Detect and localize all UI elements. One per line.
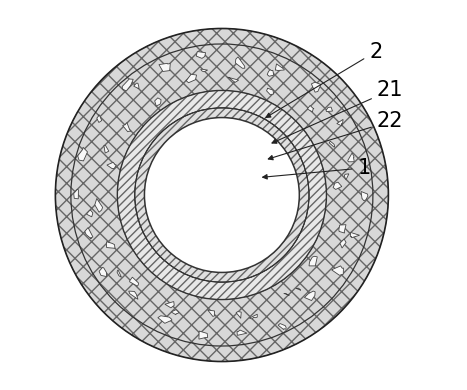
Polygon shape (311, 82, 321, 92)
Polygon shape (158, 316, 172, 323)
Polygon shape (74, 190, 78, 199)
Polygon shape (350, 232, 360, 238)
Polygon shape (237, 330, 247, 335)
Polygon shape (95, 199, 103, 212)
Text: 1: 1 (262, 158, 371, 179)
Polygon shape (130, 277, 138, 286)
Polygon shape (186, 74, 197, 83)
Polygon shape (159, 63, 170, 71)
Polygon shape (339, 225, 346, 233)
Polygon shape (155, 98, 161, 106)
Polygon shape (208, 310, 214, 316)
Polygon shape (196, 51, 205, 58)
Polygon shape (117, 270, 121, 277)
Polygon shape (284, 293, 290, 296)
Polygon shape (267, 88, 274, 95)
Polygon shape (236, 312, 241, 318)
Polygon shape (309, 256, 317, 266)
Polygon shape (129, 291, 138, 300)
Polygon shape (332, 266, 343, 275)
Text: 21: 21 (272, 80, 403, 143)
Polygon shape (276, 64, 284, 71)
Polygon shape (267, 70, 274, 76)
Polygon shape (227, 77, 239, 82)
Polygon shape (361, 191, 368, 201)
Polygon shape (345, 174, 349, 180)
Text: 22: 22 (269, 112, 403, 160)
Polygon shape (337, 119, 343, 126)
Polygon shape (86, 210, 93, 217)
Polygon shape (122, 79, 133, 91)
Polygon shape (249, 314, 257, 319)
Polygon shape (304, 291, 315, 301)
Polygon shape (106, 242, 115, 248)
Text: 2: 2 (266, 42, 382, 117)
Polygon shape (97, 115, 102, 122)
Polygon shape (329, 141, 335, 147)
Polygon shape (235, 57, 245, 68)
Polygon shape (348, 153, 354, 162)
Polygon shape (107, 162, 116, 168)
Circle shape (144, 117, 299, 273)
Polygon shape (165, 301, 174, 308)
Polygon shape (171, 310, 178, 315)
Polygon shape (134, 83, 139, 89)
Polygon shape (104, 145, 109, 153)
Polygon shape (340, 239, 346, 248)
Polygon shape (278, 324, 286, 330)
Polygon shape (333, 182, 342, 190)
Polygon shape (296, 288, 301, 290)
Polygon shape (307, 105, 314, 112)
Polygon shape (78, 147, 87, 161)
Polygon shape (123, 122, 131, 132)
Polygon shape (201, 69, 208, 72)
Polygon shape (199, 331, 208, 339)
Polygon shape (326, 107, 333, 112)
Polygon shape (99, 268, 106, 277)
Polygon shape (85, 228, 93, 239)
